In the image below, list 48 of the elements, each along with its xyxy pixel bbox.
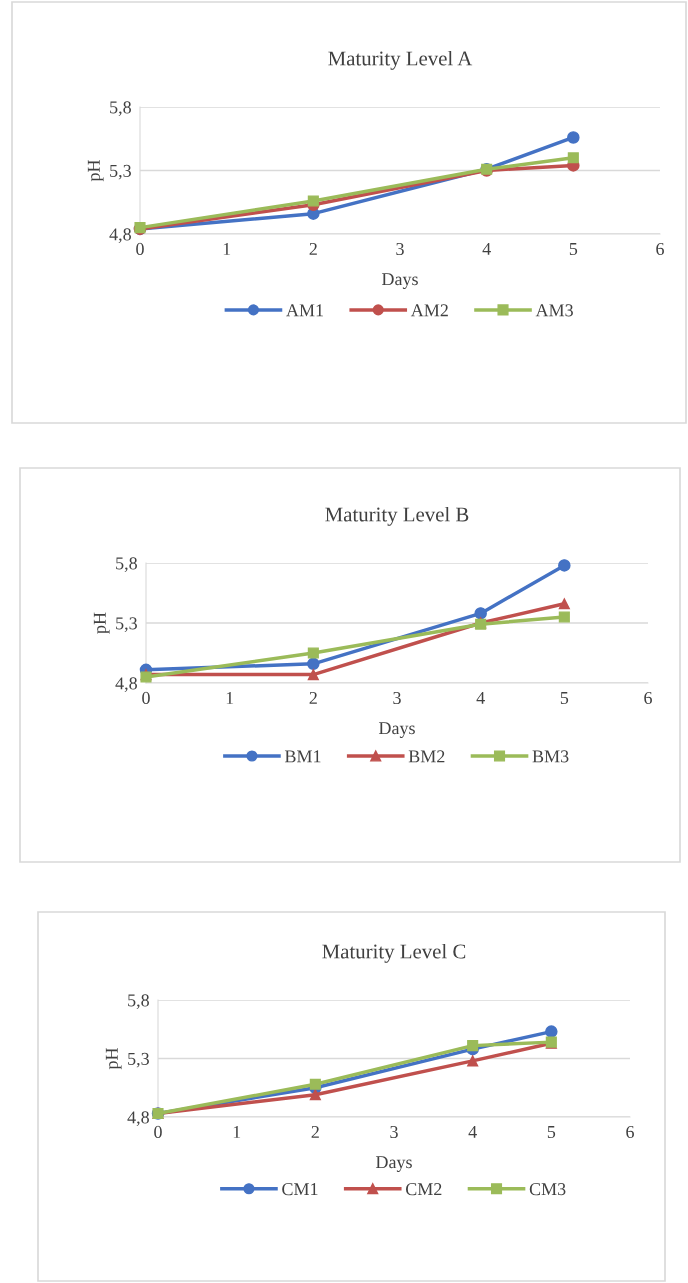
x-tick-label: 0 bbox=[136, 242, 144, 256]
legend-label: AM1 bbox=[286, 304, 323, 317]
x-tick-label: 2 bbox=[309, 691, 317, 704]
legend-label: BM3 bbox=[532, 750, 569, 763]
legend-label: CM3 bbox=[529, 1183, 566, 1196]
x-tick-label: 1 bbox=[226, 691, 234, 704]
legend-label: BM1 bbox=[284, 750, 321, 763]
x-tick-label: 2 bbox=[311, 1125, 319, 1138]
legend-label: AM2 bbox=[410, 304, 448, 317]
chart-title: Maturity Level C bbox=[322, 943, 466, 963]
x-tick-label: 1 bbox=[223, 242, 231, 255]
x-tick-label: 5 bbox=[547, 1126, 556, 1139]
x-tick-label: 5 bbox=[569, 243, 578, 256]
x-axis-title: Days bbox=[378, 722, 415, 738]
x-tick-label: 2 bbox=[309, 242, 317, 255]
y-tick-label: 4,8 bbox=[109, 228, 131, 244]
y-axis-title: pH bbox=[93, 612, 110, 634]
x-axis-title: Days bbox=[375, 1156, 412, 1172]
y-tick-label: 5,8 bbox=[110, 101, 131, 117]
y-tick-label: 5,3 bbox=[128, 1052, 149, 1068]
legend-label: CM1 bbox=[282, 1183, 318, 1196]
x-tick-label: 6 bbox=[626, 1125, 634, 1139]
legend-label: BM2 bbox=[408, 750, 445, 763]
x-tick-label: 0 bbox=[142, 691, 150, 705]
x-tick-label: 4 bbox=[468, 1125, 477, 1138]
x-tick-label: 6 bbox=[656, 242, 664, 256]
y-tick-label: 5,3 bbox=[116, 617, 137, 633]
y-tick-label: 4,8 bbox=[127, 1111, 149, 1127]
x-tick-label: 4 bbox=[476, 691, 485, 704]
y-axis-title: pH bbox=[87, 160, 104, 182]
x-tick-label: 4 bbox=[482, 242, 491, 255]
x-tick-label: 1 bbox=[233, 1125, 241, 1138]
y-tick-label: 5,8 bbox=[116, 557, 137, 573]
y-axis-title: pH bbox=[105, 1048, 122, 1070]
x-tick-label: 3 bbox=[396, 242, 404, 256]
legend-label: AM3 bbox=[535, 304, 573, 317]
x-axis-title: Days bbox=[381, 273, 418, 289]
x-tick-label: 3 bbox=[390, 1125, 398, 1139]
y-tick-label: 5,8 bbox=[128, 994, 149, 1010]
y-tick-label: 4,8 bbox=[115, 677, 137, 693]
chart-title: Maturity Level B bbox=[325, 506, 469, 526]
chart-title: Maturity Level A bbox=[328, 50, 473, 70]
x-tick-label: 5 bbox=[560, 692, 569, 705]
legend-label: CM2 bbox=[405, 1183, 442, 1196]
y-tick-label: 5,3 bbox=[110, 164, 131, 180]
x-tick-label: 0 bbox=[154, 1125, 162, 1139]
x-tick-label: 6 bbox=[644, 691, 652, 705]
x-tick-label: 3 bbox=[393, 691, 401, 705]
